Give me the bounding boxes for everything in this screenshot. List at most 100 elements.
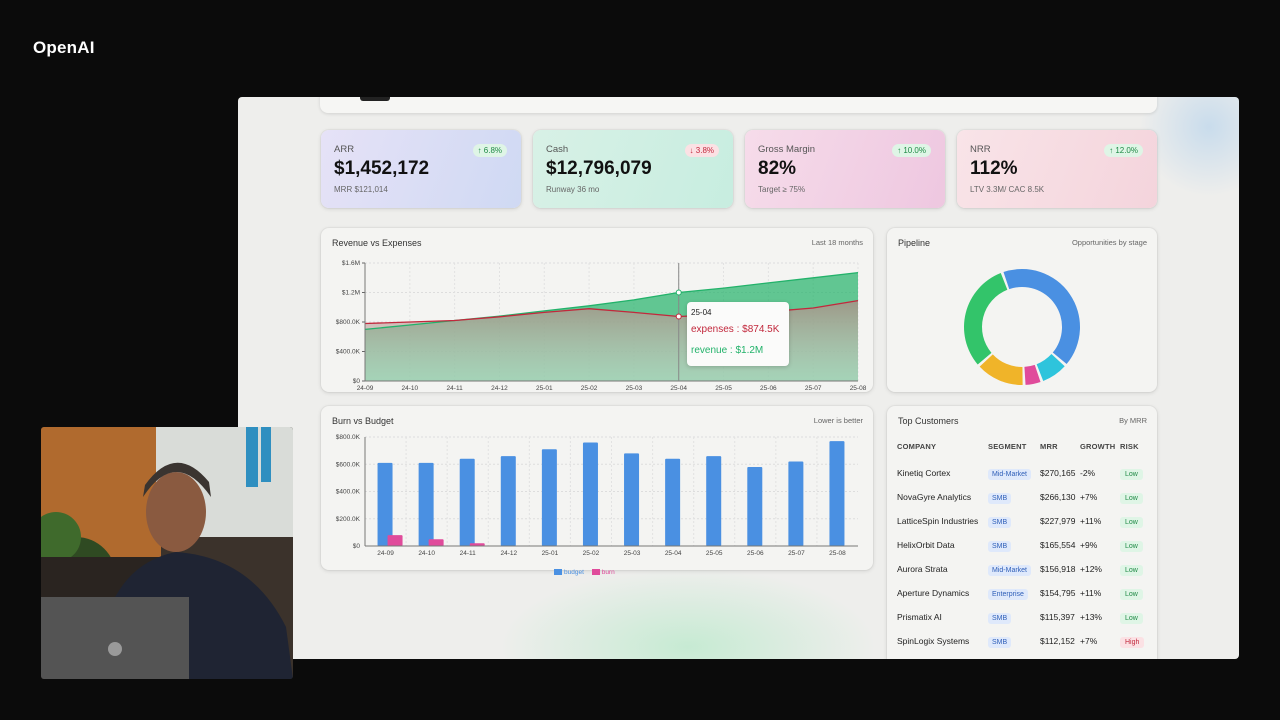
risk-cell: Low (1120, 605, 1149, 629)
risk-badge: Low (1120, 565, 1143, 576)
y-tick-label: $1.6M (342, 260, 360, 267)
mrr-value: $112,152 (1040, 636, 1075, 646)
y-tick-label: $800.0K (336, 319, 361, 326)
tooltip-expenses: expenses : $874.5K (691, 324, 780, 335)
bar-budget (665, 458, 681, 546)
risk-badge: Low (1120, 613, 1143, 624)
x-tick-label: 25-01 (536, 385, 553, 392)
segment-cell: SMB (988, 605, 1040, 629)
burn-chart[interactable]: $0 $200.0K $400.0K $600.0K $800.0K 24-09 24-10… (321, 406, 873, 570)
y-tick-label: $800.0K (336, 434, 361, 441)
column-header[interactable]: COMPANY (897, 442, 937, 451)
pipeline-chart[interactable] (887, 228, 1157, 392)
table-row[interactable]: Kinetiq Cortex Mid-Market $270,165 -2% Low (897, 461, 1149, 485)
background-glow (498, 567, 878, 659)
kpi-delta: 6.8% (483, 146, 502, 155)
x-tick-label: 24-10 (418, 550, 435, 557)
panel-note: Last 18 months (811, 238, 863, 247)
growth-value: +13% (1080, 612, 1102, 622)
x-tick-label: 25-02 (583, 550, 600, 557)
kpi-card-arr[interactable]: ARR $1,452,172 MRR $121,014 ↑ 6.8% (321, 130, 521, 208)
segment-badge: Mid-Market (988, 469, 1032, 480)
table-row[interactable]: HelixOrbit Data SMB $165,554 +9% Low (897, 533, 1149, 557)
arrow-icon: ↑ (477, 146, 482, 155)
dashboard-screen: ARR $1,452,172 MRR $121,014 ↑ 6.8% Cash … (238, 97, 1239, 659)
table-row[interactable]: SpinLogix Systems SMB $112,152 +7% High (897, 629, 1149, 653)
x-tick-label: 24-10 (402, 385, 419, 392)
table-row[interactable]: Aurora Strata Mid-Market $156,918 +12% Low (897, 557, 1149, 581)
pipeline-panel: Pipeline Opportunities by stage (887, 228, 1157, 392)
bar-budget (829, 441, 845, 546)
kpi-label: Cash (546, 144, 569, 155)
kpi-label: ARR (334, 144, 355, 155)
legend-item-budget[interactable]: budget (554, 569, 584, 576)
customers-table: COMPANY SEGMENT MRR GROWTH RISK Kinetiq … (897, 442, 1149, 653)
growth-value: +7% (1080, 636, 1098, 646)
table-row[interactable]: LatticeSpin Industries SMB $227,979 +11% Low (897, 509, 1149, 533)
panel-note: By MRR (1119, 416, 1147, 425)
kpi-label: Gross Margin (758, 144, 816, 155)
kpi-delta-badge: ↑ 10.0% (892, 144, 931, 157)
x-tick-label: 25-05 (715, 385, 732, 392)
kpi-background (533, 130, 733, 208)
growth-value: +11% (1080, 516, 1102, 526)
bar-budget (788, 461, 804, 546)
bar-burn (469, 543, 485, 546)
x-tick-label: 25-02 (581, 385, 598, 392)
kpi-card-cash[interactable]: Cash $12,796,079 Runway 36 mo ↓ 3.8% (533, 130, 733, 208)
chart-tooltip: 25-04 expenses : $874.5K revenue : $1.2M (687, 302, 789, 366)
column-header[interactable]: GROWTH (1080, 442, 1116, 451)
mrr-value: $156,918 (1040, 564, 1076, 574)
legend-item-burn[interactable]: burn (591, 569, 615, 576)
kpi-delta: 3.8% (695, 146, 714, 155)
risk-cell: Low (1120, 461, 1149, 485)
segment-cell: SMB (988, 509, 1040, 533)
column-header[interactable]: RISK (1120, 442, 1139, 451)
kpi-value: 82% (758, 158, 797, 179)
segment-cell: SMB (988, 629, 1040, 653)
risk-cell: Low (1120, 581, 1149, 605)
risk-cell: Low (1120, 533, 1149, 557)
brand-logo: OpenAI (33, 38, 95, 57)
mrr-value: $227,979 (1040, 516, 1076, 526)
bar-budget (706, 456, 722, 546)
topbar-tab[interactable] (360, 97, 390, 101)
kpi-card-gross-margin[interactable]: Gross Margin 82% Target ≥ 75% ↑ 10.0% (745, 130, 945, 208)
segment-cell: SMB (988, 533, 1040, 557)
x-tick-label: 25-07 (788, 550, 805, 557)
kpi-background (957, 130, 1157, 208)
mrr-value: $115,397 (1040, 612, 1075, 622)
revenue-chart[interactable]: $0 $400.0K $800.0K $1.2M $1.6M 24-09 24-10 24-1… (321, 228, 873, 392)
kpi-label: NRR (970, 144, 991, 155)
top-bar (320, 97, 1157, 113)
table-header-row: COMPANY SEGMENT MRR GROWTH RISK (897, 442, 1149, 461)
kpi-card-nrr[interactable]: NRR 112% LTV 3.3M/ CAC 8.5K ↑ 12.0% (957, 130, 1157, 208)
risk-badge: Low (1120, 589, 1143, 600)
bar-budget (377, 462, 393, 546)
table-row[interactable]: Prismatix AI SMB $115,397 +13% Low (897, 605, 1149, 629)
pie-slice (963, 273, 1008, 365)
kpi-sub: MRR $121,014 (334, 185, 388, 194)
bar-budget (500, 456, 516, 546)
column-header[interactable]: SEGMENT (988, 442, 1027, 451)
panel-title: Top Customers (898, 416, 959, 426)
x-tick-label: 25-08 (829, 550, 846, 557)
kpi-value: $12,796,079 (546, 158, 652, 179)
segment-cell: SMB (988, 485, 1040, 509)
risk-cell: Low (1120, 485, 1149, 509)
segment-badge: SMB (988, 541, 1012, 552)
segment-badge: SMB (988, 637, 1012, 648)
revenue-panel: Revenue vs Expenses Last 18 months $0 $40… (321, 228, 873, 392)
x-tick-label: 25-05 (706, 550, 723, 557)
bar-budget (418, 462, 434, 546)
risk-cell: High (1120, 629, 1149, 653)
segment-cell: Mid-Market (988, 461, 1040, 485)
risk-badge: Low (1120, 517, 1143, 528)
table-row[interactable]: Aperture Dynamics Enterprise $154,795 +11% L… (897, 581, 1149, 605)
table-row[interactable]: NovaGyre Analytics SMB $266,130 +7% Low (897, 485, 1149, 509)
arrow-icon: ↑ (1109, 146, 1114, 155)
column-header[interactable]: MRR (1040, 442, 1058, 451)
growth-value: +12% (1080, 564, 1102, 574)
mrr-value: $270,165 (1040, 468, 1076, 478)
y-tick-label: $0 (353, 543, 361, 550)
